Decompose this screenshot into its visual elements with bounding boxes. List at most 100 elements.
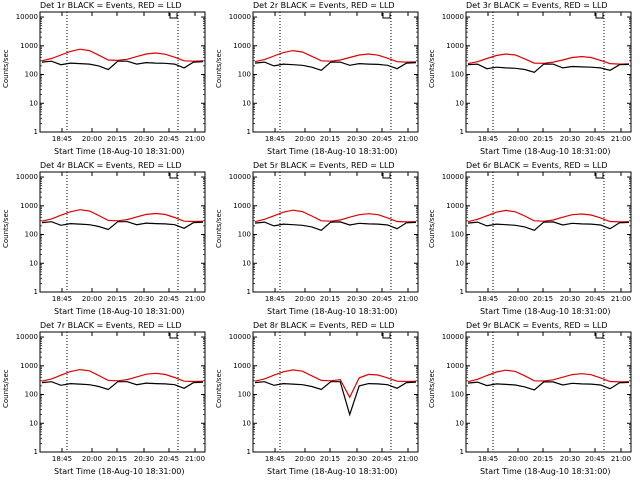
- x-axis-label: Start Time (18-Aug-10 18:31:00): [54, 467, 185, 476]
- y-axis-label: Counts/sec: [2, 369, 10, 408]
- x-tick-label: 20:45: [159, 455, 179, 463]
- x-tick-label: 20:15: [533, 455, 553, 463]
- chart-svg: 1 10 100 1000 10000 18:45 20:00 20:15 20:30 20:45…: [442, 171, 632, 303]
- lld-series-line: [467, 209, 630, 223]
- x-tick-label: 20:45: [372, 455, 392, 463]
- x-tick-label: 20:30: [134, 135, 154, 143]
- x-tick-label: 20:15: [107, 295, 127, 303]
- y-tick-label: 10000: [16, 173, 38, 181]
- events-series-line: [41, 221, 204, 231]
- y-axis-label: Counts/sec: [428, 49, 436, 88]
- x-tick-label: 20:45: [159, 135, 179, 143]
- detector-panel-8: 1 10 100 1000 10000 18:45 20:00 20:15 20:30 20:45…: [213, 320, 426, 480]
- x-tick-label: 21:00: [185, 455, 205, 463]
- y-tick-label: 1: [34, 288, 38, 296]
- y-tick-label: 100: [451, 391, 464, 399]
- x-tick-label: 20:45: [372, 295, 392, 303]
- x-tick-label: 18:45: [478, 135, 498, 143]
- x-tick-label: 20:30: [560, 135, 580, 143]
- x-tick-label: 21:00: [611, 135, 631, 143]
- x-tick-label: 21:00: [398, 455, 418, 463]
- detector-panel-5: 1 10 100 1000 10000 18:45 20:00 20:15 20:30 20:45…: [213, 160, 426, 320]
- y-tick-label: 1000: [20, 42, 38, 50]
- x-tick-label: 20:15: [533, 295, 553, 303]
- y-tick-label: 1: [247, 448, 251, 456]
- y-tick-label: 1: [247, 128, 251, 136]
- plot-frame: [252, 11, 419, 133]
- y-tick-label: 1000: [233, 362, 251, 370]
- lld-series-line: [254, 49, 417, 63]
- lld-series-line: [41, 48, 204, 62]
- y-tick-label: 10: [455, 259, 464, 267]
- x-tick-label: 20:45: [372, 135, 392, 143]
- chart-svg: 1 10 100 1000 10000 18:45 20:00 20:15 20:30 20:45…: [16, 171, 206, 303]
- y-tick-label: 10: [242, 419, 251, 427]
- x-axis-label: Start Time (18-Aug-10 18:31:00): [54, 147, 185, 156]
- chart-svg: 1 10 100 1000 10000 18:45 20:00 20:15 20:30 20:45…: [16, 11, 206, 143]
- x-tick-label: 20:30: [347, 455, 367, 463]
- x-tick-label: 18:45: [265, 135, 285, 143]
- y-axis-label: Counts/sec: [2, 209, 10, 248]
- y-tick-label: 100: [25, 231, 38, 239]
- y-tick-label: 100: [451, 71, 464, 79]
- y-tick-label: 1: [460, 448, 464, 456]
- y-tick-label: 1000: [446, 42, 464, 50]
- chart-svg: 1 10 100 1000 10000 18:45 20:00 20:15 20:30 20:45…: [442, 331, 632, 463]
- x-tick-label: 20:45: [585, 295, 605, 303]
- detector-panel-6: 1 10 100 1000 10000 18:45 20:00 20:15 20:30 20:45…: [426, 160, 639, 320]
- x-tick-label: 20:15: [320, 135, 340, 143]
- top-marker: [382, 333, 391, 339]
- chart-svg: 1 10 100 1000 10000 18:45 20:00 20:15 20:30 20:45…: [229, 331, 419, 463]
- x-tick-label: 18:45: [52, 455, 72, 463]
- x-axis-label: Start Time (18-Aug-10 18:31:00): [480, 147, 611, 156]
- chart-svg: 1 10 100 1000 10000 18:45 20:00 20:15 20:30 20:45…: [16, 331, 206, 463]
- x-tick-label: 20:30: [134, 455, 154, 463]
- panel-title: Det 6r BLACK = Events, RED = LLD: [466, 161, 608, 170]
- detector-panel-1: 1 10 100 1000 10000 18:45 20:00 20:15 20:30 20:45…: [0, 0, 213, 160]
- panel-title: Det 5r BLACK = Events, RED = LLD: [253, 161, 395, 170]
- x-tick-label: 18:45: [265, 455, 285, 463]
- x-tick-label: 20:00: [508, 295, 528, 303]
- panel-title: Det 1r BLACK = Events, RED = LLD: [40, 1, 182, 10]
- lld-series-line: [41, 209, 204, 223]
- x-tick-label: 18:45: [52, 295, 72, 303]
- y-tick-label: 1: [34, 128, 38, 136]
- y-tick-label: 1000: [20, 362, 38, 370]
- plot-frame: [39, 171, 206, 293]
- x-axis-label: Start Time (18-Aug-10 18:31:00): [480, 307, 611, 316]
- lld-series-line: [254, 369, 417, 399]
- y-tick-label: 1000: [446, 362, 464, 370]
- y-tick-label: 100: [238, 231, 251, 239]
- x-tick-label: 21:00: [611, 295, 631, 303]
- plot-frame: [39, 331, 206, 453]
- y-tick-label: 1: [34, 448, 38, 456]
- chart-svg: 1 10 100 1000 10000 18:45 20:00 20:15 20:30 20:45…: [229, 11, 419, 143]
- top-marker: [595, 13, 604, 19]
- detector-panel-9: 1 10 100 1000 10000 18:45 20:00 20:15 20:30 20:45…: [426, 320, 639, 480]
- panel-title: Det 7r BLACK = Events, RED = LLD: [40, 321, 182, 330]
- y-tick-label: 10: [29, 99, 38, 107]
- y-tick-label: 1000: [20, 202, 38, 210]
- panel-title: Det 4r BLACK = Events, RED = LLD: [40, 161, 182, 170]
- x-tick-label: 21:00: [185, 135, 205, 143]
- top-marker: [382, 13, 391, 19]
- x-tick-label: 20:00: [295, 135, 315, 143]
- y-tick-label: 10000: [229, 173, 251, 181]
- y-tick-label: 10: [29, 419, 38, 427]
- y-axis-label: Counts/sec: [428, 369, 436, 408]
- x-tick-label: 20:00: [82, 295, 102, 303]
- panel-title: Det 3r BLACK = Events, RED = LLD: [466, 1, 608, 10]
- top-marker: [595, 173, 604, 179]
- y-tick-label: 10000: [442, 13, 464, 21]
- y-tick-label: 10: [242, 259, 251, 267]
- y-tick-label: 10: [242, 99, 251, 107]
- y-axis-label: Counts/sec: [2, 49, 10, 88]
- events-series-line: [41, 381, 204, 391]
- events-series-line: [254, 381, 417, 417]
- x-tick-label: 18:45: [478, 455, 498, 463]
- x-axis-label: Start Time (18-Aug-10 18:31:00): [480, 467, 611, 476]
- x-tick-label: 18:45: [478, 295, 498, 303]
- y-tick-label: 10000: [442, 333, 464, 341]
- top-marker: [169, 333, 178, 339]
- y-tick-label: 100: [451, 231, 464, 239]
